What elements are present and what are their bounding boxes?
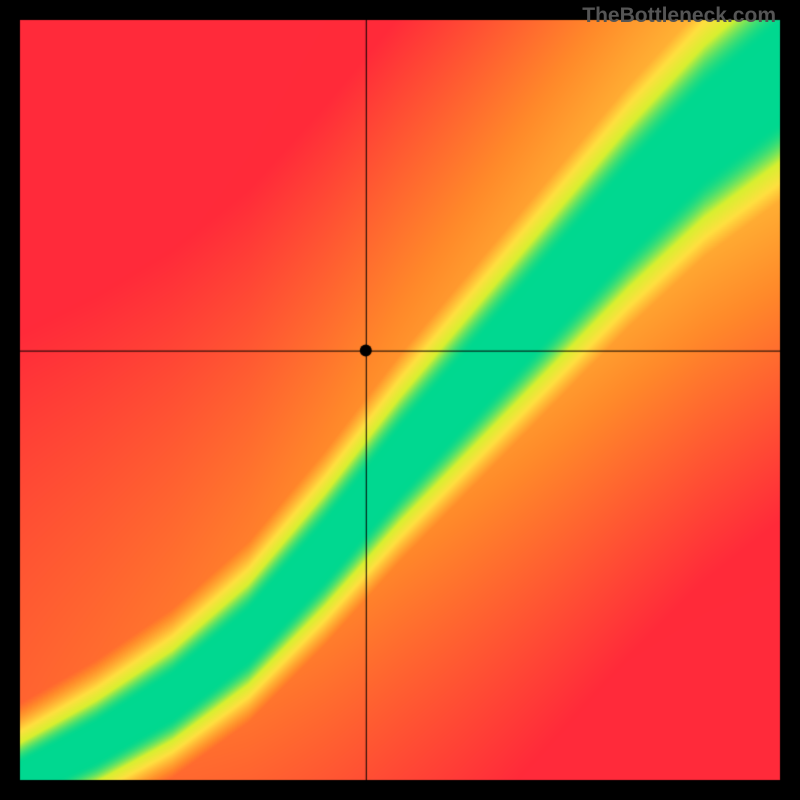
watermark-text: TheBottleneck.com (582, 4, 776, 28)
bottleneck-heatmap (0, 0, 800, 800)
